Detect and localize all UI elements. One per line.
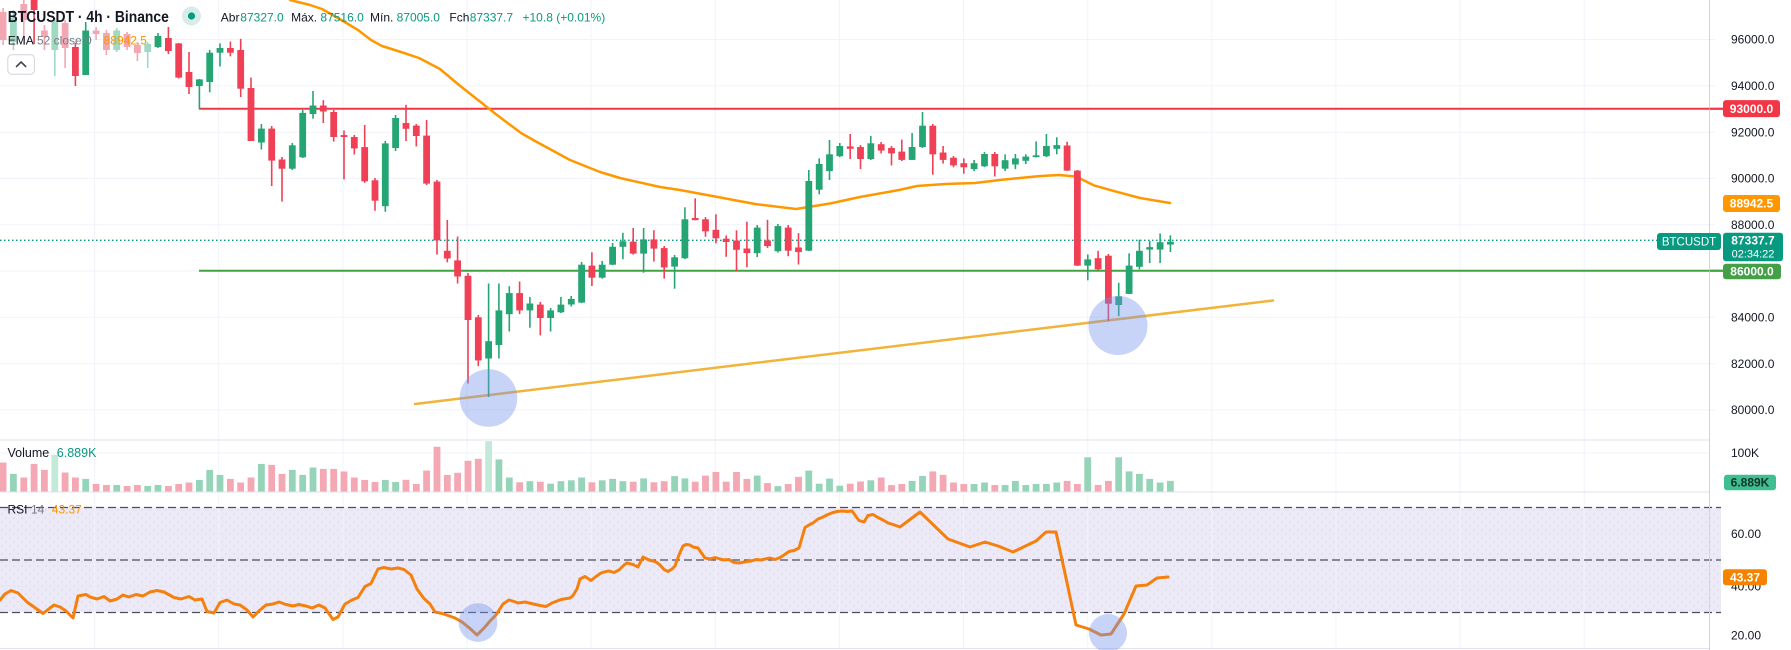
svg-text:Fch: Fch <box>449 11 469 25</box>
svg-text:20.00: 20.00 <box>1731 629 1761 643</box>
svg-text:93000.0: 93000.0 <box>1730 102 1774 116</box>
svg-text:87516.0: 87516.0 <box>320 11 364 25</box>
svg-text:84000.0: 84000.0 <box>1731 311 1775 325</box>
svg-text:52 close 0: 52 close 0 <box>37 34 92 48</box>
svg-text:88942.5: 88942.5 <box>1730 197 1774 211</box>
svg-text:02:34:22: 02:34:22 <box>1732 249 1775 261</box>
svg-text:100K: 100K <box>1731 446 1759 460</box>
svg-text:96000.0: 96000.0 <box>1731 33 1775 47</box>
svg-text:94000.0: 94000.0 <box>1731 79 1775 93</box>
svg-text:+10.8 (+0.01%): +10.8 (+0.01%) <box>523 11 606 25</box>
svg-text:Abr: Abr <box>221 11 240 25</box>
svg-text:43.37: 43.37 <box>1730 570 1760 584</box>
svg-text:87005.0: 87005.0 <box>397 11 441 25</box>
svg-text:92000.0: 92000.0 <box>1731 125 1775 139</box>
svg-text:60.00: 60.00 <box>1731 527 1761 541</box>
svg-text:14: 14 <box>31 503 45 517</box>
svg-text:BTCUSDT · 4h · Binance: BTCUSDT · 4h · Binance <box>8 9 169 26</box>
svg-text:43.37: 43.37 <box>52 503 82 517</box>
svg-text:86000.0: 86000.0 <box>1730 265 1774 279</box>
svg-text:90000.0: 90000.0 <box>1731 172 1775 186</box>
svg-text:82000.0: 82000.0 <box>1731 357 1775 371</box>
svg-text:RSI: RSI <box>8 503 28 517</box>
svg-text:BTCUSDT: BTCUSDT <box>1662 237 1716 249</box>
svg-text:87327.0: 87327.0 <box>240 11 284 25</box>
svg-text:80000.0: 80000.0 <box>1731 403 1775 417</box>
svg-text:6.889K: 6.889K <box>1731 476 1770 490</box>
svg-text:87337.7: 87337.7 <box>1731 234 1775 248</box>
svg-text:Máx.: Máx. <box>291 11 317 25</box>
svg-text:87337.7: 87337.7 <box>470 11 514 25</box>
svg-text:6.889K: 6.889K <box>57 446 97 460</box>
svg-text:88000.0: 88000.0 <box>1731 218 1775 232</box>
svg-text:Volume: Volume <box>8 446 50 460</box>
svg-text:EMA: EMA <box>8 34 34 48</box>
svg-text:Mín.: Mín. <box>370 11 393 25</box>
svg-text:88942.5: 88942.5 <box>104 34 148 48</box>
